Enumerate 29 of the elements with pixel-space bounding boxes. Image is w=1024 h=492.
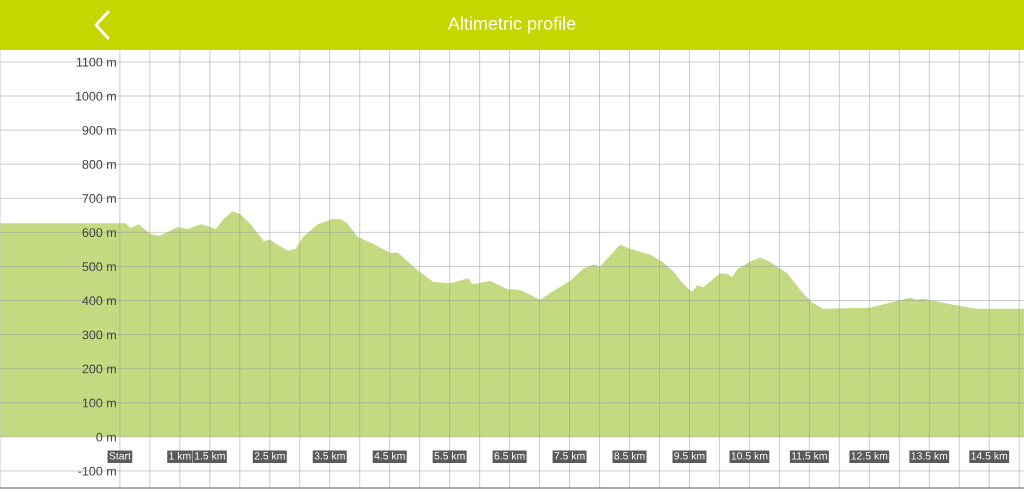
y-tick-label: 200 m [82,364,116,374]
x-tick-label: 11.5 km [792,451,827,460]
x-tick-label: 4.5 km [374,451,405,460]
x-tick-label: 9.5 km [674,451,705,460]
x-tick-label: Start [109,452,131,460]
x-tick-label: 2.5 km [254,451,285,460]
x-tick-label: 6.5 km [494,451,525,460]
y-tick-label: 900 m [82,125,116,135]
y-tick-label: 500 m [82,262,116,272]
x-tick-label: 8.5 km [614,451,645,460]
y-tick-label: 700 m [82,194,116,203]
chart-title: Altimetric profile [447,16,576,34]
x-tick-label: 13.5 km [911,451,948,460]
x-tick-label: 7.5 km [554,451,585,460]
x-tick-label: 3.5 km [314,451,345,460]
x-tick-label: 1 km [169,451,191,460]
y-tick-label: 100 m [82,398,116,408]
y-tick-label: 1100 m [76,57,116,67]
x-tick-label: 12.5 km [851,451,888,460]
x-tick-label: 1.5 km [195,451,225,460]
x-tick-label: 14.5 km [971,451,1008,460]
y-tick-label: 1000 m [75,91,116,101]
y-tick-label: 300 m [82,330,116,340]
y-tick-label: 600 m [82,228,116,238]
y-tick-label: -100 m [78,466,116,476]
x-tick-label: 5.5 km [434,451,465,460]
y-tick-label: 800 m [82,159,116,169]
x-tick-label: 10.5 km [731,451,768,460]
y-tick-label: 400 m [82,296,116,306]
